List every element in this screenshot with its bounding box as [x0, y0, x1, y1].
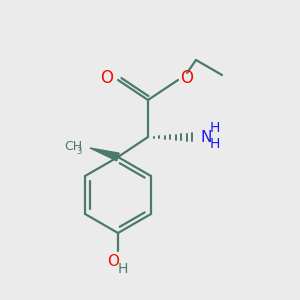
- Text: O: O: [181, 69, 194, 87]
- Text: N: N: [200, 130, 212, 145]
- Text: CH: CH: [64, 140, 82, 152]
- Text: H: H: [210, 121, 220, 135]
- Text: H: H: [118, 262, 128, 276]
- Text: O: O: [100, 69, 113, 87]
- Polygon shape: [90, 148, 119, 161]
- Text: 3: 3: [76, 148, 82, 157]
- Text: H: H: [210, 137, 220, 151]
- Text: O: O: [107, 254, 119, 268]
